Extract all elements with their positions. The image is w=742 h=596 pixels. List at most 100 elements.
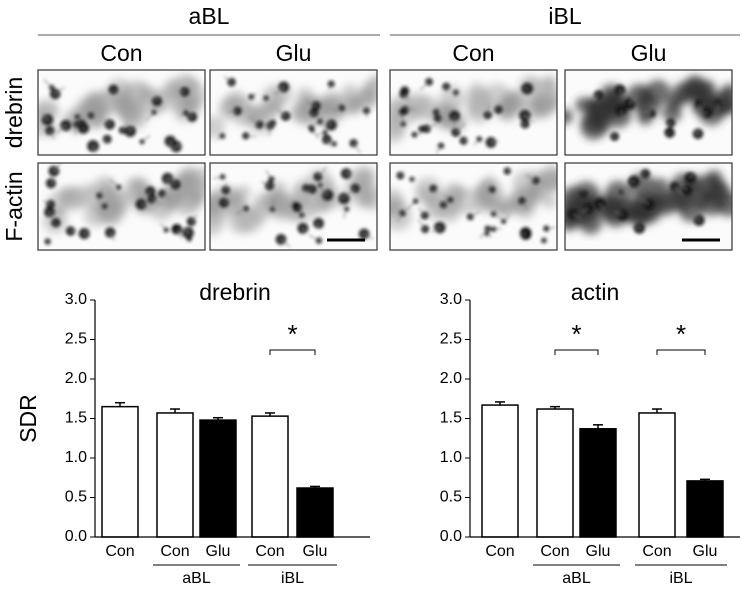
neck [42,200,51,206]
neck [315,223,320,229]
dendrite-blob [541,76,557,93]
chart-title: actin [571,279,620,305]
micrograph-border [564,69,733,156]
neck [664,131,670,135]
chart-title: drebrin [199,279,271,305]
neck [479,228,489,239]
neck [599,203,604,210]
neck [43,78,53,88]
micrograph-border [209,162,378,251]
neck [419,81,430,91]
group-label: aBL [182,570,211,587]
neck [363,233,374,240]
neck [432,188,438,194]
x-tick-label: Con [540,543,569,560]
bar [638,412,676,538]
neck [414,131,423,136]
x-tick-label: Glu [586,543,611,560]
dendrite-blob [565,108,574,125]
neck [421,127,424,130]
neck [346,171,354,175]
neck [620,110,624,118]
dendrite-blob [355,87,377,110]
spines [216,75,370,154]
neck [121,120,129,131]
neck [689,174,694,179]
dendrite-blob [678,88,692,102]
neck [311,129,320,139]
neck [168,176,177,186]
neck [473,138,480,146]
micrograph [565,70,732,155]
spine [399,89,408,99]
column-label: Con [100,40,142,66]
micrograph [38,70,205,155]
dendrite-blob [253,193,270,209]
neck [298,213,302,216]
dendrite-blob [662,187,685,211]
neck [543,239,547,243]
neck [524,114,535,124]
neck [405,108,415,111]
neck [403,93,410,102]
neck [695,129,699,135]
neck [154,94,158,102]
group-label: iBL [548,3,581,29]
neck [396,212,404,223]
dendrite-blob [68,185,91,208]
neck [107,122,111,126]
neck [317,166,328,178]
y-tick-label: 1.5 [440,410,462,427]
dendrite-blob [716,191,732,217]
neck [620,185,629,193]
significance-bracket [656,349,706,355]
spine [640,168,651,179]
neck [324,119,332,126]
neck [525,174,537,182]
neck [310,120,320,129]
spine [701,107,713,118]
y-tick-label: 1.0 [65,449,87,466]
neck [494,105,499,111]
neck [340,195,345,199]
dendrite-blob [652,177,669,194]
spine [466,213,474,221]
neck [250,92,258,98]
significance-bracket [269,349,316,355]
neck [98,187,103,196]
neck [490,140,499,144]
neck [399,171,405,177]
neck [227,110,238,113]
neck [435,111,442,116]
spine [315,237,323,244]
neck [619,89,625,99]
dendrite-blob [541,193,557,209]
bar [101,405,139,538]
neck [642,111,653,115]
neck [145,111,155,122]
column-label: Con [452,40,494,66]
dendrite [38,73,205,138]
neck [179,112,187,116]
dendrite-blob [403,92,430,119]
neck [49,130,55,139]
neck [302,227,307,234]
group-label: iBL [669,570,692,587]
neck [169,140,175,151]
neck [280,238,291,248]
neck [277,108,287,117]
neck [405,200,417,212]
neck [443,194,451,201]
spine [485,136,497,148]
y-tick-label: 0.0 [65,528,87,545]
neck [682,185,688,191]
dendrite-blob [636,95,660,120]
x-tick-label: Glu [206,543,231,560]
neck [614,210,624,216]
neck [50,177,57,184]
dendrite-blob [251,104,271,124]
neck [141,134,151,143]
neck [308,234,320,242]
x-tick-label: Glu [303,543,328,560]
neck [48,211,53,220]
